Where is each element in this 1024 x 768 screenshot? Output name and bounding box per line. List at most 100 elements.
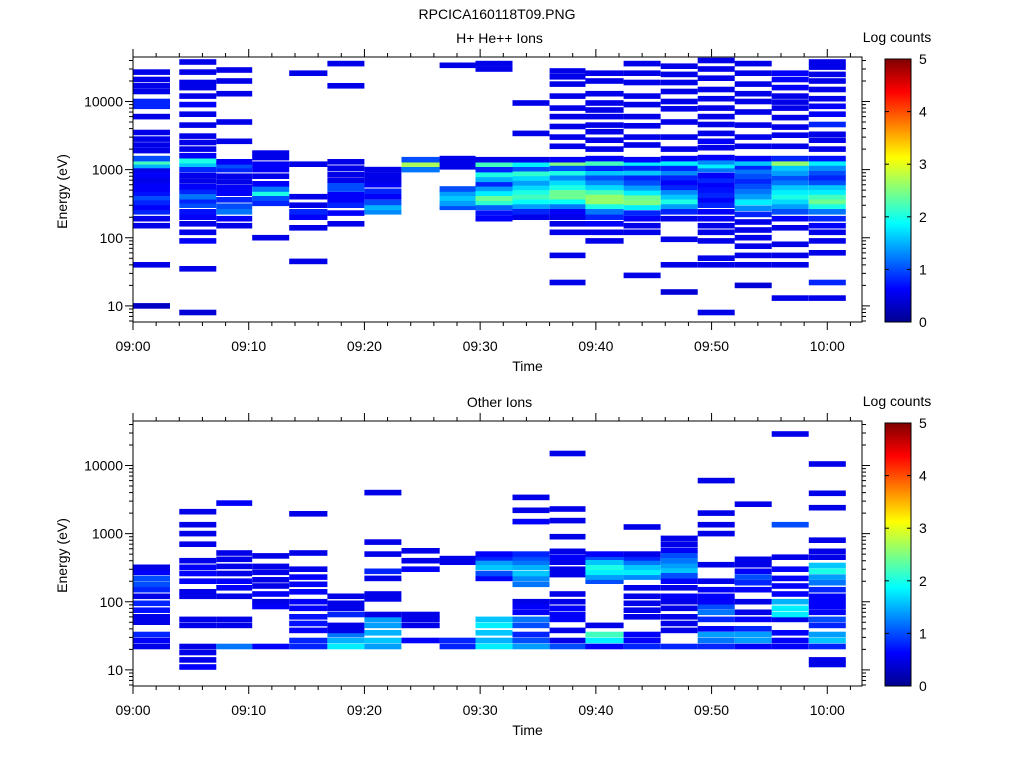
colorbar-tick-label: 2 (919, 573, 927, 589)
data-cell (771, 643, 809, 650)
data-cell (623, 631, 661, 638)
data-cell (549, 566, 586, 572)
data-cell (808, 169, 846, 176)
data-cell (475, 575, 513, 582)
data-cell (771, 241, 809, 248)
data-cell (289, 614, 328, 620)
data-cell (179, 622, 217, 629)
data-cell (623, 169, 661, 176)
data-cell (808, 209, 846, 215)
data-cell (216, 215, 253, 222)
data-cell (549, 179, 586, 186)
data-cell (364, 489, 402, 496)
data-cell (179, 541, 217, 547)
data-cell (133, 575, 170, 582)
data-cell (697, 162, 735, 169)
data-cell (512, 214, 550, 220)
data-cell (697, 192, 735, 199)
data-cell (512, 189, 550, 195)
data-cell (364, 188, 402, 195)
data-cell (585, 578, 624, 584)
data-cell (697, 113, 735, 120)
data-cell (623, 113, 661, 120)
data-cell (179, 146, 217, 152)
data-cell (623, 551, 661, 557)
data-cell (771, 132, 809, 138)
data-cell (734, 173, 772, 179)
data-cell (808, 490, 846, 497)
data-cell (585, 174, 624, 181)
data-cell (660, 567, 698, 573)
data-cell (289, 620, 328, 627)
data-cell (549, 193, 586, 200)
data-cell (179, 229, 217, 236)
data-cell (179, 193, 217, 200)
data-cell (475, 564, 513, 571)
data-cell (439, 559, 476, 565)
data-cell (734, 262, 772, 268)
data-cell (734, 616, 772, 623)
data-cell (327, 186, 365, 192)
data-cell (734, 609, 772, 616)
data-cell (808, 250, 846, 256)
data-cell (734, 626, 772, 632)
data-cell (475, 643, 513, 650)
data-cell (734, 90, 772, 97)
data-cell (808, 146, 846, 152)
data-cell (808, 657, 846, 663)
data-cell (512, 581, 550, 588)
data-cell (512, 598, 550, 605)
data-cell (660, 541, 698, 547)
data-cell (252, 181, 290, 187)
data-cell (179, 657, 217, 663)
data-cell (623, 215, 661, 222)
data-cell (771, 143, 809, 150)
data-cell (660, 562, 698, 569)
colorbar: Log counts 0 1 2 3 4 5 (863, 393, 932, 694)
data-cell (252, 553, 290, 559)
data-cell (771, 114, 809, 121)
data-cell (808, 586, 846, 593)
data-cell (734, 122, 772, 128)
data-cell (771, 566, 809, 572)
data-cell (179, 101, 217, 108)
data-cell (771, 203, 809, 209)
data-cell (771, 252, 809, 259)
data-cell (734, 60, 772, 67)
data-cell (697, 86, 735, 93)
data-cell (771, 189, 809, 195)
data-cell (585, 238, 624, 244)
x-tick-label: 10:00 (810, 702, 845, 718)
figure-title: RPCICA160118T09.PNG (419, 6, 576, 22)
data-cell (252, 234, 290, 241)
data-cell (623, 600, 661, 607)
x-tick-label: 09:50 (694, 702, 729, 718)
data-cell (734, 501, 772, 507)
data-cell (660, 585, 698, 591)
x-tick-label: 09:50 (694, 338, 729, 354)
data-cell (512, 559, 550, 565)
data-cell (734, 282, 772, 289)
data-cell (808, 631, 846, 638)
data-cell (808, 59, 846, 65)
data-cell (289, 225, 328, 231)
data-cell (697, 229, 735, 236)
data-cell (585, 90, 624, 97)
data-cell (549, 221, 586, 227)
data-cell (734, 227, 772, 233)
data-cell (327, 593, 365, 600)
data-cell (623, 70, 661, 76)
data-cell (623, 165, 661, 171)
data-cell (660, 155, 698, 162)
data-cell (133, 103, 170, 110)
data-cell (549, 203, 586, 209)
data-cell (771, 215, 809, 222)
data-cell (771, 611, 809, 618)
panel-other-ions: Other Ions 09:00 09:10 09:20 09:30 09:40 09:50… (54, 393, 931, 738)
data-cell (216, 90, 253, 97)
data-cell (252, 173, 290, 179)
data-cell (252, 200, 290, 207)
data-cell (585, 189, 624, 195)
data-cell (660, 193, 698, 200)
